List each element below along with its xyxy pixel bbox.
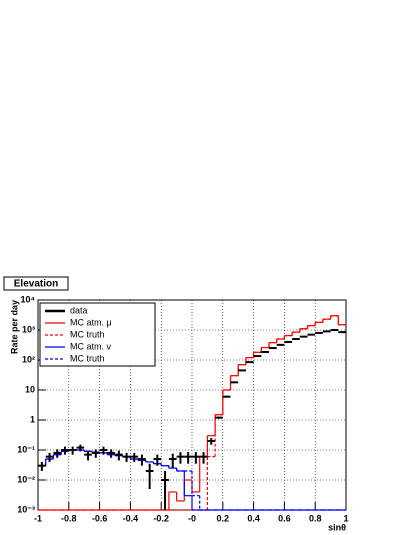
y-tick-label: 10³ [22, 324, 35, 334]
x-tick-label: -0.8 [61, 513, 77, 523]
legend-label: MC truth [70, 329, 105, 339]
title-box [3, 276, 69, 291]
y-tick-label: 10⁻³ [17, 504, 35, 514]
x-tick-label: 0.4 [247, 513, 260, 523]
legend-label: MC truth [70, 353, 105, 363]
x-tick-label: 0.8 [309, 513, 322, 523]
legend-label: data [70, 305, 88, 315]
y-tick-label: 10² [22, 354, 35, 364]
plot-area [38, 315, 346, 511]
y-tick-label: 10⁻² [17, 474, 35, 484]
x-tick-label: -0 [188, 513, 196, 523]
x-tick-label: -0.4 [123, 513, 139, 523]
x-tick-label: -0.2 [153, 513, 169, 523]
y-axis-label: Rate per day [9, 300, 19, 354]
x-tick-label: 0.6 [278, 513, 291, 523]
x-tick-label: -1 [34, 513, 42, 523]
x-tick-label: -0.6 [92, 513, 108, 523]
x-axis-label: sinθ [328, 522, 346, 532]
x-tick-label: 0.2 [217, 513, 230, 523]
legend-box [39, 302, 156, 367]
legend-label: MC atm. μ [70, 317, 112, 327]
y-tick-label: 1 [30, 414, 35, 424]
legend-label: MC atm. ν [70, 341, 112, 351]
y-tick-label: 10⁻¹ [17, 444, 35, 454]
y-tick-label: 10⁴ [21, 294, 35, 304]
x-tick-label: 1 [343, 513, 348, 523]
chart-title: Elevation [14, 279, 58, 290]
y-tick-label: 10 [25, 384, 35, 394]
